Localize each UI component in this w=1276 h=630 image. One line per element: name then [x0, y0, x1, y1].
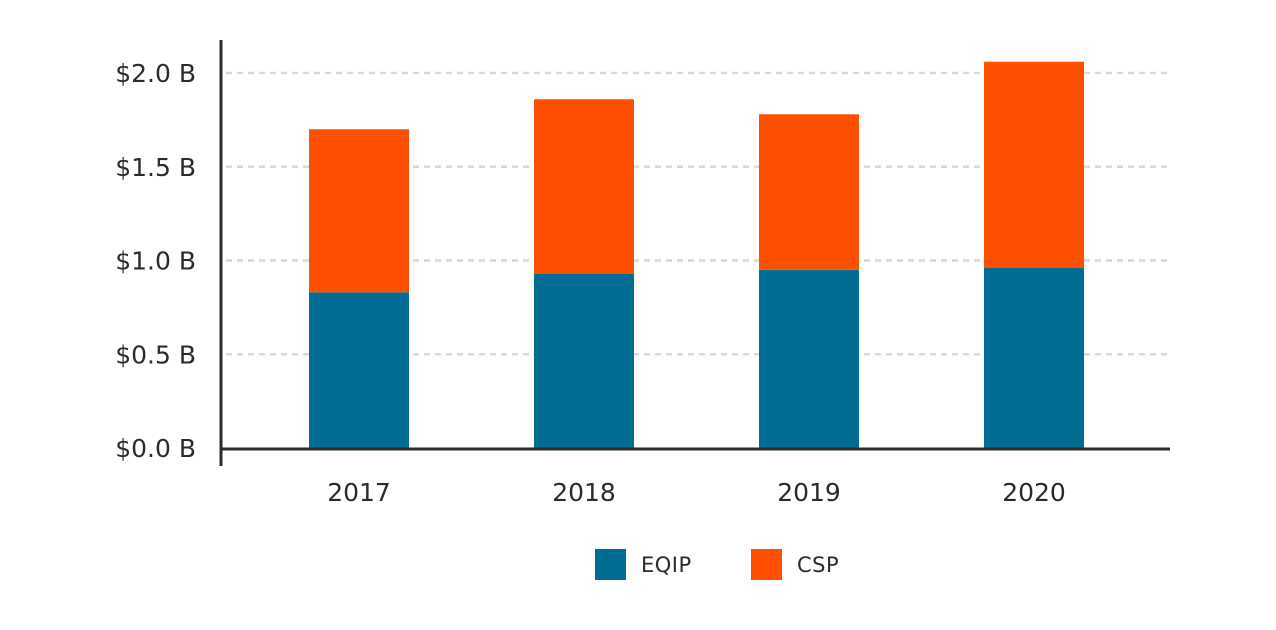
x-tick-label: 2018 [552, 478, 616, 507]
axes [219, 40, 1170, 466]
y-tick-labels: $0.0 B $0.5 B $1.0 B $1.5 B $2.0 B [115, 59, 196, 463]
y-tick-label: $0.0 B [115, 434, 196, 463]
bar-eqip-2017 [309, 292, 409, 448]
x-tick-label: 2020 [1002, 478, 1066, 507]
legend-label-csp: CSP [797, 553, 839, 577]
x-tick-label: 2019 [777, 478, 841, 507]
legend-swatch-csp [751, 549, 782, 580]
y-tick-label: $1.5 B [115, 153, 196, 182]
bar-csp-2018 [534, 99, 634, 274]
bar-eqip-2018 [534, 273, 634, 448]
x-tick-labels: 2017 2018 2019 2020 [327, 478, 1066, 507]
y-tick-label: $2.0 B [115, 59, 196, 88]
bar-eqip-2019 [759, 269, 859, 448]
legend-swatch-eqip [595, 549, 626, 580]
bars [309, 61, 1084, 448]
legend-label-eqip: EQIP [641, 553, 692, 577]
y-tick-label: $0.5 B [115, 340, 196, 369]
legend: EQIP CSP [595, 549, 839, 580]
bar-eqip-2020 [984, 268, 1084, 448]
y-tick-label: $1.0 B [115, 247, 196, 276]
bar-csp-2020 [984, 61, 1084, 268]
x-tick-label: 2017 [327, 478, 391, 507]
bar-csp-2019 [759, 114, 859, 270]
bar-csp-2017 [309, 129, 409, 293]
